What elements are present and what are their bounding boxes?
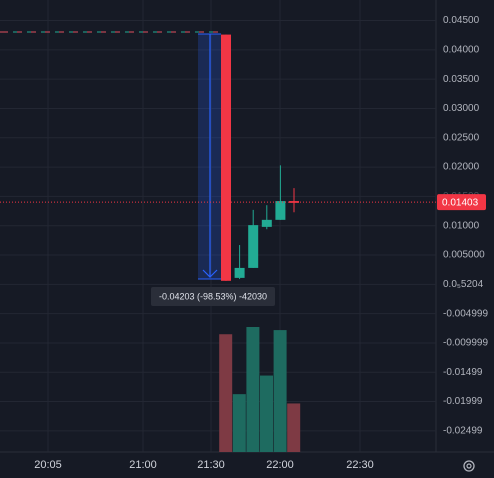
y-tick-label: -0.02499 [443,425,483,436]
grid [0,0,436,452]
measure-label-box [151,287,275,306]
candle-body [248,225,259,268]
volume-bar [246,327,260,452]
x-tick-label: 22:00 [266,459,294,471]
candle-body [275,201,286,220]
volume-bar [219,334,233,452]
last-price-box [437,194,486,211]
y-tick-label: 0.04500 [443,15,480,26]
gear-center[interactable] [466,463,472,469]
volume-bar [287,403,301,452]
settings-icon[interactable] [463,460,475,472]
candles [221,34,299,281]
gear[interactable] [463,460,475,472]
y-tick-label: 0.04000 [443,44,480,55]
y-tick-label: 0.03000 [443,103,480,114]
y-tick-label: 0.005000 [443,250,485,261]
candle-body [221,34,231,281]
y-tick-label: 0.03500 [443,74,480,85]
x-tick-label: 22:30 [346,459,374,471]
y-tick-label: -0.01999 [443,396,483,407]
x-tick-label: 21:00 [129,459,157,471]
y-tick-label: -0.004999 [443,308,488,319]
candle-body [261,219,272,227]
volume-bar [232,394,246,452]
y-tick-label: 0.0₅5204 [443,279,484,290]
measure-label: -0.04203 (-98.53%) -42030 [159,291,267,301]
volume-bar [260,375,273,452]
last-price-label: 0.01403 [442,198,479,209]
y-tick-label: -0.01499 [443,367,483,378]
volume [219,327,301,452]
x-tick-label: 21:30 [197,459,225,471]
y-tick-label: -0.009999 [443,338,488,349]
y-tick-label: 0.02000 [443,162,480,173]
axes: 0.04500 0.04000 0.03500 0.03000 0.02500 0.020… [34,15,488,471]
measure-arrowhead [202,269,218,278]
volume-bar [273,330,287,452]
y-tick-label: 0.01000 [443,220,480,231]
y-tick-label: 0.02500 [443,132,480,143]
candle-body [234,267,245,278]
x-tick-label: 20:05 [34,459,62,471]
